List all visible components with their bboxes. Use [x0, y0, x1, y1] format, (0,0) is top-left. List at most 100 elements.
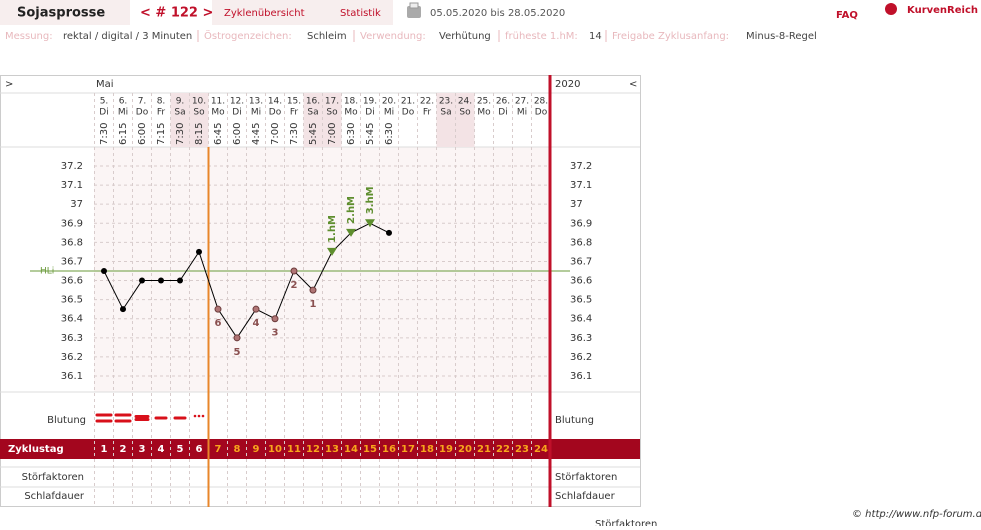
- tab[interactable]: Zyklenübersicht: [224, 8, 305, 19]
- hli-label: HLi: [40, 267, 54, 277]
- weekday: So: [326, 108, 338, 118]
- row-label: Störfaktoren: [22, 472, 84, 483]
- row-label: Blutung: [555, 415, 594, 426]
- cycle-day: 15: [363, 444, 377, 455]
- user-name: Sojasprosse: [17, 6, 105, 21]
- temp-point: [139, 277, 145, 284]
- day-number: 9.: [176, 97, 185, 107]
- measure-time: 8:15: [194, 123, 205, 145]
- measure-time: 6:00: [137, 123, 148, 145]
- row-label: Zyklustag: [8, 444, 64, 455]
- cycle-day: 17: [401, 444, 415, 455]
- day-number: 7.: [138, 97, 147, 107]
- logo[interactable]: KurvenReich: [907, 5, 978, 16]
- weekday: Mi: [517, 108, 527, 118]
- day-number: 10.: [192, 97, 206, 107]
- measure-time: 7:00: [270, 123, 281, 145]
- weekday: Sa: [307, 108, 318, 118]
- y-tick-label: 36.5: [61, 295, 83, 306]
- tab[interactable]: Statistik: [340, 8, 381, 19]
- weekday: Sa: [174, 108, 185, 118]
- setting-value: 14: [589, 31, 602, 42]
- day-number: 19.: [363, 97, 377, 107]
- setting-label: Messung:: [5, 31, 53, 42]
- day-number: 23.: [439, 97, 453, 107]
- weekday: Do: [269, 108, 282, 118]
- measure-time: 7:15: [156, 123, 167, 145]
- day-number: 14.: [268, 97, 282, 107]
- tab-bg: [212, 0, 330, 25]
- bleeding-mark: [201, 414, 205, 418]
- cycle-day: 8: [234, 444, 241, 455]
- low-label: 6: [215, 318, 222, 329]
- weekend-shade: [455, 93, 475, 147]
- cycle-day: 16: [382, 444, 396, 455]
- cycle-day: 19: [439, 444, 453, 455]
- y-tick-label: 36.1: [61, 371, 83, 382]
- measure-time: 5:45: [365, 123, 376, 145]
- day-number: 6.: [119, 97, 128, 107]
- cycle-day-row: [0, 439, 640, 459]
- low-label: 5: [234, 347, 241, 358]
- temp-point: [120, 306, 126, 313]
- temp-point: [386, 229, 392, 236]
- hm-label: 1.hM: [327, 215, 338, 243]
- measure-time: 6:30: [384, 123, 395, 145]
- temp-point: [233, 334, 241, 342]
- temp-point: [177, 277, 183, 284]
- weekday: Mo: [344, 108, 358, 118]
- print-icon[interactable]: [407, 2, 421, 18]
- temp-point: [252, 305, 260, 313]
- y-tick-label: 37.1: [570, 180, 592, 191]
- cycle-day: 10: [268, 444, 282, 455]
- y-tick-label: 37.1: [61, 180, 83, 191]
- cycle-day: 23: [515, 444, 529, 455]
- temp-point: [158, 277, 164, 284]
- row-label: Schlafdauer: [24, 491, 85, 502]
- cycle-nav[interactable]: < # 122 >: [140, 6, 213, 21]
- day-number: 21.: [401, 97, 415, 107]
- year: 2020: [555, 79, 580, 90]
- day-number: 16.: [306, 97, 320, 107]
- measure-time: 4:45: [251, 123, 262, 145]
- measure-time: 7:30: [99, 123, 110, 145]
- cycle-day: 13: [325, 444, 339, 455]
- weekday: Do: [402, 108, 415, 118]
- row-label: Störfaktoren: [595, 519, 657, 526]
- weekday: Di: [498, 108, 507, 118]
- y-tick-label: 36.3: [570, 333, 592, 344]
- weekday: Fr: [423, 108, 432, 118]
- bleeding-mark: [193, 414, 197, 418]
- weekday: Fr: [157, 108, 166, 118]
- cycle-day: 4: [158, 444, 165, 455]
- row-label: Störfaktoren: [555, 472, 617, 483]
- y-tick-label: 36.8: [61, 237, 83, 248]
- hm-marker: [346, 228, 356, 237]
- day-number: 22.: [420, 97, 434, 107]
- nav-right[interactable]: <: [629, 79, 637, 90]
- y-tick-label: 36.2: [61, 352, 83, 363]
- weekday: So: [193, 108, 205, 118]
- setting-value: Minus-8-Regel: [746, 31, 817, 42]
- cycle-day: 22: [496, 444, 510, 455]
- cycle-day: 21: [477, 444, 491, 455]
- low-label: 3: [272, 328, 279, 339]
- faq-link[interactable]: FAQ: [836, 10, 858, 21]
- setting-label: Verwendung:: [360, 31, 426, 42]
- low-label: 2: [291, 280, 298, 291]
- day-number: 8.: [157, 97, 166, 107]
- weekday: Mi: [384, 108, 394, 118]
- weekday: Fr: [290, 108, 299, 118]
- day-number: 11.: [211, 97, 225, 107]
- y-tick-label: 36.6: [61, 276, 83, 287]
- low-label: 1: [310, 299, 317, 310]
- measure-time: 7:30: [289, 123, 300, 145]
- setting-value: Schleim: [307, 31, 347, 42]
- nav-left[interactable]: >: [5, 79, 13, 90]
- weekday: So: [459, 108, 471, 118]
- footer: © http://www.nfp-forum.de: [852, 509, 981, 520]
- bleeding-mark: [197, 414, 201, 418]
- temp-point: [214, 305, 222, 313]
- logo-icon: [885, 3, 897, 15]
